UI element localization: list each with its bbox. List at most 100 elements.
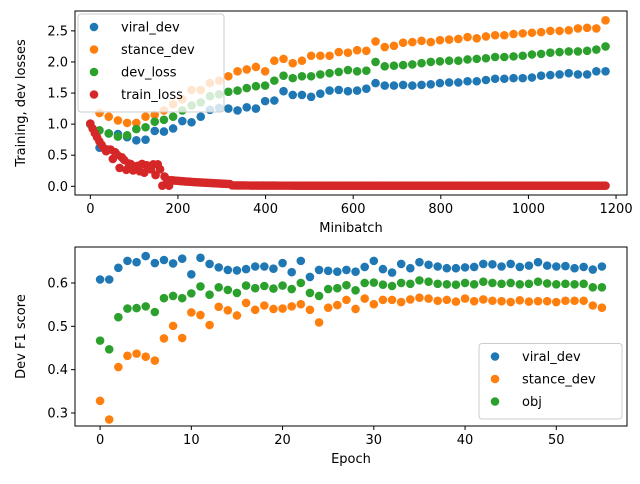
loss-chart-y-axis-label: Training, dev losses: [14, 39, 29, 168]
data-point: [334, 47, 344, 57]
data-point: [389, 41, 399, 51]
data-point: [242, 103, 252, 112]
legend-marker: [89, 22, 99, 32]
data-point: [316, 51, 325, 61]
data-point: [342, 265, 351, 275]
data-point: [196, 310, 205, 320]
data-point: [433, 296, 442, 306]
data-point: [305, 272, 315, 282]
data-point: [360, 262, 369, 272]
data-point: [316, 70, 325, 79]
data-point: [597, 262, 607, 271]
data-point: [380, 81, 390, 90]
f1-chart-x-tick-label: 10: [183, 433, 200, 448]
data-point: [555, 47, 564, 57]
data-point: [415, 257, 424, 267]
data-point: [490, 52, 500, 62]
data-point: [159, 115, 169, 125]
data-point: [260, 301, 269, 310]
data-point: [141, 122, 150, 132]
data-point: [251, 104, 261, 113]
data-point: [444, 35, 454, 44]
data-point: [333, 300, 342, 310]
data-point: [323, 284, 333, 294]
data-point: [352, 86, 362, 95]
data-point: [233, 66, 242, 76]
data-point: [463, 76, 472, 86]
loss-chart-x-tick-label: 1000: [512, 202, 545, 217]
data-point: [297, 56, 307, 66]
data-point: [442, 263, 452, 273]
data-point: [159, 293, 169, 303]
data-point: [536, 27, 546, 37]
data-point: [417, 58, 426, 68]
data-point: [588, 283, 598, 292]
data-point: [380, 42, 390, 52]
data-point: [232, 266, 242, 275]
data-point: [232, 311, 242, 320]
data-point: [278, 304, 287, 313]
data-point: [542, 261, 552, 270]
data-point: [269, 304, 278, 314]
data-point: [196, 253, 205, 263]
data-point: [527, 73, 537, 82]
data-point: [224, 104, 233, 113]
data-point: [481, 32, 491, 41]
data-point: [415, 293, 424, 303]
data-point: [352, 66, 362, 76]
data-point: [564, 25, 574, 35]
data-point: [122, 131, 132, 140]
data-point: [223, 285, 233, 295]
loss-chart-x-tick-label: 200: [166, 202, 191, 217]
data-point: [352, 45, 362, 55]
data-point: [187, 117, 196, 127]
data-point: [369, 278, 379, 287]
data-point: [478, 277, 488, 286]
data-point: [524, 297, 534, 306]
data-point: [454, 78, 463, 87]
data-point: [325, 68, 334, 78]
data-point: [481, 75, 491, 85]
f1-chart-x-axis-label: Epoch: [331, 452, 371, 467]
data-point: [155, 165, 165, 174]
data-point: [168, 112, 178, 121]
data-point: [251, 81, 261, 91]
data-point: [500, 52, 509, 62]
legend-marker: [89, 45, 99, 54]
data-point: [506, 278, 515, 288]
data-point: [396, 259, 406, 269]
data-point: [288, 90, 298, 100]
data-point: [360, 278, 369, 288]
data-point: [546, 26, 555, 36]
data-point: [592, 45, 601, 54]
data-point: [333, 267, 342, 277]
data-point: [454, 34, 463, 44]
data-point: [536, 49, 546, 59]
data-point: [314, 318, 324, 327]
data-point: [214, 263, 224, 272]
data-point: [158, 181, 167, 190]
data-point: [490, 74, 500, 84]
data-point: [488, 260, 497, 269]
data-point: [260, 66, 270, 76]
data-point: [104, 129, 114, 138]
data-point: [177, 333, 187, 343]
data-point: [287, 302, 296, 311]
data-point: [287, 284, 296, 294]
data-point: [360, 294, 369, 303]
data-point: [287, 267, 296, 277]
data-point: [398, 60, 408, 70]
data-point: [406, 279, 415, 289]
data-point: [104, 112, 114, 121]
data-point: [387, 268, 397, 277]
data-point: [132, 135, 141, 145]
data-point: [601, 16, 610, 25]
loss-chart-y-tick-label: 1.0: [47, 118, 68, 133]
data-point: [588, 301, 598, 310]
data-point: [269, 284, 278, 293]
f1-chart-y-tick-label: 0.6: [47, 276, 68, 291]
loss-chart-x-tick-label: 1200: [600, 202, 633, 217]
data-point: [444, 78, 454, 87]
data-point: [150, 307, 160, 317]
legend-label: viral_dev: [522, 350, 581, 365]
